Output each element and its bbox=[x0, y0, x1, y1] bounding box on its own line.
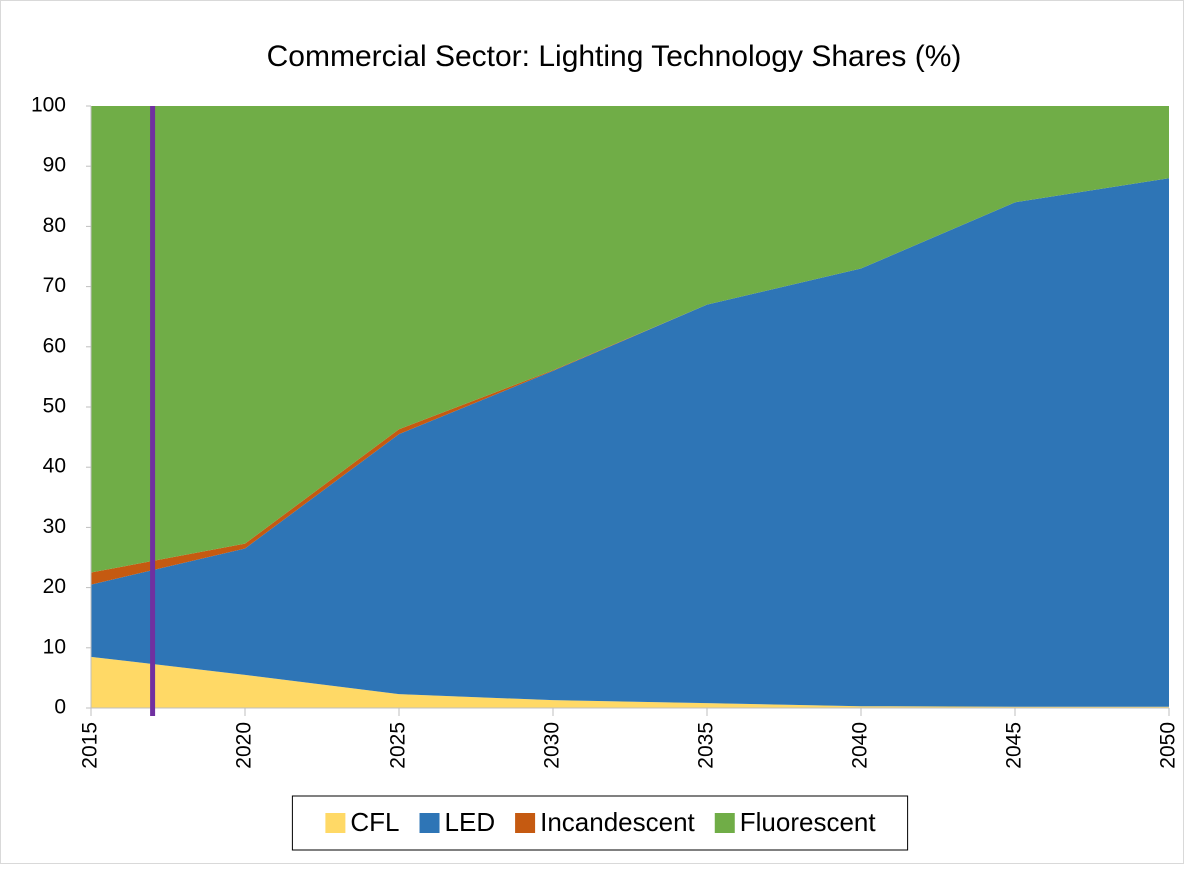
y-tick-label: 0 bbox=[54, 696, 66, 719]
legend-box bbox=[291, 795, 909, 851]
chart-title: Commercial Sector: Lighting Technology S… bbox=[267, 40, 962, 73]
x-tick-label: 2050 bbox=[1157, 722, 1180, 769]
x-tick-label: 2025 bbox=[387, 722, 410, 769]
area bbox=[91, 656, 1169, 708]
y-tick-label: 80 bbox=[43, 214, 66, 237]
area bbox=[91, 178, 1169, 707]
x-tick-label: 2040 bbox=[849, 722, 872, 769]
legend-label: LED bbox=[445, 807, 496, 837]
legend-label: Fluorescent bbox=[740, 807, 877, 837]
legend-swatch bbox=[714, 813, 735, 833]
legend-swatch bbox=[419, 813, 440, 833]
y-tick-label: 30 bbox=[43, 515, 66, 538]
x-tick-label: 2030 bbox=[541, 722, 564, 769]
y-tick-label: 100 bbox=[31, 94, 66, 117]
legend-swatch bbox=[325, 813, 346, 833]
x-tick-label: 2045 bbox=[1003, 722, 1026, 769]
legend-swatch bbox=[515, 813, 536, 833]
y-tick-label: 90 bbox=[43, 154, 66, 177]
x-tick-label: 2020 bbox=[233, 722, 256, 769]
x-tick-label: 2035 bbox=[695, 722, 718, 769]
x-tick-label: 2015 bbox=[79, 722, 102, 769]
legend-label: CFL bbox=[350, 807, 399, 837]
y-tick-label: 40 bbox=[43, 455, 66, 478]
y-tick-label: 60 bbox=[43, 334, 66, 357]
legend: CFL LED Incandescent Fluorescent bbox=[291, 795, 909, 851]
y-tick-label: 20 bbox=[43, 575, 66, 598]
y-tick-label: 10 bbox=[43, 635, 66, 658]
y-tick-label: 50 bbox=[43, 395, 66, 418]
legend-label: Incandescent bbox=[540, 807, 695, 837]
area bbox=[91, 106, 1169, 573]
y-tick-label: 70 bbox=[43, 274, 66, 297]
